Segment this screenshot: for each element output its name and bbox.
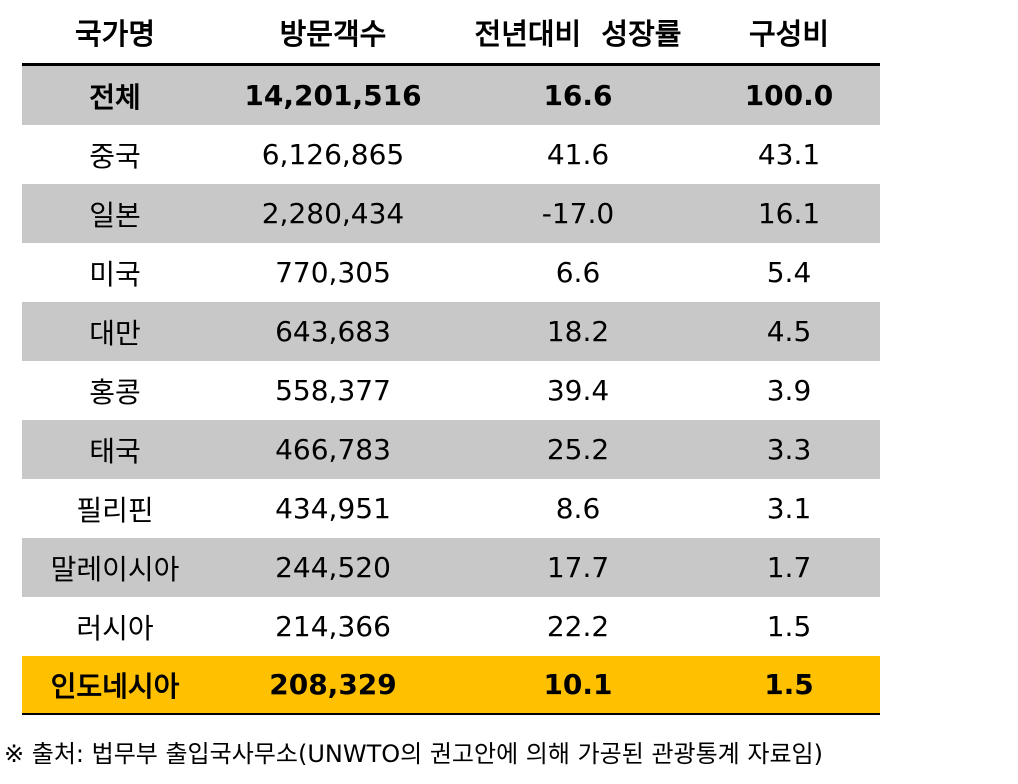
cell-visitors: 14,201,516 <box>244 79 422 112</box>
cell-growth: 25.2 <box>546 433 610 466</box>
cell-share: 3.1 <box>766 492 812 525</box>
cell-country: 일본 <box>89 198 141 232</box>
table-row: 미국 770,305 6.6 5.4 <box>22 243 880 302</box>
cell-growth: 8.6 <box>555 492 601 525</box>
cell-visitors: 643,683 <box>275 315 391 348</box>
table-row: 필리핀 434,951 8.6 3.1 <box>22 479 880 538</box>
table-row-highlighted: 인도네시아 208,329 10.1 1.5 <box>22 656 880 715</box>
cell-share: 1.5 <box>766 610 812 643</box>
cell-growth: 18.2 <box>546 315 610 348</box>
cell-growth: 39.4 <box>546 374 610 407</box>
cell-country: 인도네시아 <box>50 669 180 703</box>
cell-share: 16.1 <box>757 197 821 230</box>
cell-country: 말레이시아 <box>50 552 180 586</box>
cell-visitors: 466,783 <box>275 433 391 466</box>
cell-country: 대만 <box>89 316 141 350</box>
cell-share: 5.4 <box>766 256 812 289</box>
header-growth: 전년대비 성장률 <box>474 16 682 51</box>
cell-share: 100.0 <box>744 79 834 112</box>
cell-visitors: 770,305 <box>275 256 391 289</box>
cell-country: 러시아 <box>76 611 154 645</box>
cell-visitors: 434,951 <box>275 492 391 525</box>
cell-growth: 41.6 <box>546 138 610 171</box>
table-row: 일본 2,280,434 -17.0 16.1 <box>22 184 880 243</box>
header-share: 구성비 <box>748 16 830 51</box>
cell-country: 필리핀 <box>76 493 154 527</box>
cell-growth: 10.1 <box>543 668 613 701</box>
cell-visitors: 208,329 <box>269 668 397 701</box>
table-row: 대만 643,683 18.2 4.5 <box>22 302 880 361</box>
table-row: 태국 466,783 25.2 3.3 <box>22 420 880 479</box>
visitor-table: 국가명 방문객수 전년대비 성장률 구성비 전체 14,201,516 16.6… <box>22 0 880 715</box>
table-row-total: 전체 14,201,516 16.6 100.0 <box>22 66 880 125</box>
cell-share: 43.1 <box>757 138 821 171</box>
cell-country: 전체 <box>89 80 141 114</box>
cell-visitors: 214,366 <box>275 610 391 643</box>
cell-growth: -17.0 <box>541 197 615 230</box>
table-row: 중국 6,126,865 41.6 43.1 <box>22 125 880 184</box>
source-note: ※ 출처: 법무부 출입국사무소(UNWTO의 권고안에 의해 가공된 관광통계… <box>4 740 823 768</box>
table-row: 홍콩 558,377 39.4 3.9 <box>22 361 880 420</box>
cell-share: 1.5 <box>764 668 814 701</box>
cell-visitors: 244,520 <box>275 551 391 584</box>
cell-share: 4.5 <box>766 315 812 348</box>
table-row: 러시아 214,366 22.2 1.5 <box>22 597 880 656</box>
header-country: 국가명 <box>74 16 156 51</box>
cell-share: 3.3 <box>766 433 812 466</box>
cell-growth: 22.2 <box>546 610 610 643</box>
cell-share: 1.7 <box>766 551 812 584</box>
cell-share: 3.9 <box>766 374 812 407</box>
cell-visitors: 558,377 <box>275 374 391 407</box>
table-header: 국가명 방문객수 전년대비 성장률 구성비 <box>22 0 880 66</box>
cell-country: 홍콩 <box>89 375 141 409</box>
cell-country: 중국 <box>89 139 141 173</box>
cell-visitors: 6,126,865 <box>261 138 405 171</box>
cell-country: 미국 <box>89 257 141 291</box>
cell-growth: 6.6 <box>555 256 601 289</box>
cell-growth: 17.7 <box>546 551 610 584</box>
cell-visitors: 2,280,434 <box>261 197 405 230</box>
table-row: 말레이시아 244,520 17.7 1.7 <box>22 538 880 597</box>
cell-country: 태국 <box>89 434 141 468</box>
cell-growth: 16.6 <box>543 79 613 112</box>
header-visitors: 방문객수 <box>279 16 387 51</box>
